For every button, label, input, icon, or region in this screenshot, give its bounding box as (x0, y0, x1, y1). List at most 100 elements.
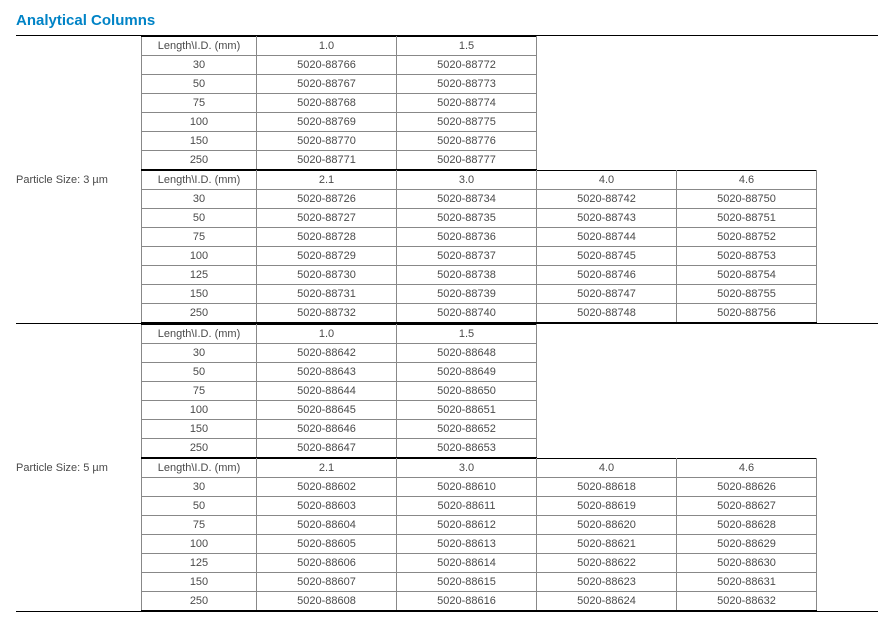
part-number-cell: 5020-88730 (257, 266, 397, 285)
part-number-cell: 5020-88734 (397, 190, 537, 209)
header-length-id: Length\I.D. (mm) (142, 325, 257, 344)
part-number-cell: 5020-88604 (257, 516, 397, 535)
part-number-cell: 5020-88613 (397, 535, 537, 554)
row-length: 100 (142, 535, 257, 554)
data-block: Length\I.D. (mm)2.13.04.04.6305020-88602… (141, 458, 817, 611)
part-number-cell: 5020-88608 (257, 592, 397, 611)
part-number-cell: 5020-88627 (677, 497, 817, 516)
header-length-id: Length\I.D. (mm) (142, 459, 257, 478)
part-number-cell: 5020-88742 (537, 190, 677, 209)
row-length: 30 (142, 344, 257, 363)
part-number-cell: 5020-88626 (677, 478, 817, 497)
part-number-cell: 5020-88631 (677, 573, 817, 592)
part-number-cell: 5020-88644 (257, 382, 397, 401)
page-title: Analytical Columns (16, 12, 878, 29)
part-number-cell: 5020-88653 (397, 439, 537, 458)
section-tables: Length\I.D. (mm)1.01.5305020-887665020-8… (141, 36, 878, 324)
row-length: 150 (142, 132, 257, 151)
part-number-cell: 5020-88735 (397, 209, 537, 228)
part-number-cell: 5020-88622 (537, 554, 677, 573)
part-number-cell: 5020-88628 (677, 516, 817, 535)
row-length: 50 (142, 363, 257, 382)
part-number-cell: 5020-88642 (257, 344, 397, 363)
part-number-cell: 5020-88736 (397, 228, 537, 247)
row-length: 250 (142, 304, 257, 323)
part-number-cell: 5020-88612 (397, 516, 537, 535)
column-header: 4.0 (537, 459, 677, 478)
row-length: 150 (142, 285, 257, 304)
row-length: 75 (142, 516, 257, 535)
part-number-cell: 5020-88606 (257, 554, 397, 573)
row-length: 100 (142, 247, 257, 266)
section-tables: Length\I.D. (mm)1.01.5305020-886425020-8… (141, 324, 878, 612)
part-number-cell: 5020-88737 (397, 247, 537, 266)
column-header: 2.1 (257, 171, 397, 190)
part-number-cell: 5020-88727 (257, 209, 397, 228)
part-number-cell: 5020-88650 (397, 382, 537, 401)
row-length: 50 (142, 209, 257, 228)
part-number-cell: 5020-88748 (537, 304, 677, 323)
particle-size-label: Particle Size: 3 µm (16, 36, 141, 324)
part-number-cell: 5020-88621 (537, 535, 677, 554)
data-block: Length\I.D. (mm)1.01.5305020-887665020-8… (141, 36, 537, 170)
row-length: 30 (142, 190, 257, 209)
part-number-cell: 5020-88771 (257, 151, 397, 170)
part-number-cell: 5020-88755 (677, 285, 817, 304)
part-number-cell: 5020-88651 (397, 401, 537, 420)
part-number-cell: 5020-88743 (537, 209, 677, 228)
part-number-cell: 5020-88652 (397, 420, 537, 439)
part-number-cell: 5020-88619 (537, 497, 677, 516)
part-number-cell: 5020-88766 (257, 56, 397, 75)
part-number-cell: 5020-88611 (397, 497, 537, 516)
row-length: 250 (142, 592, 257, 611)
row-length: 50 (142, 497, 257, 516)
analytical-columns-table: Particle Size: 3 µmLength\I.D. (mm)1.01.… (16, 35, 878, 612)
part-number-cell: 5020-88615 (397, 573, 537, 592)
column-header: 1.5 (397, 37, 537, 56)
part-number-cell: 5020-88756 (677, 304, 817, 323)
column-header: 4.6 (677, 459, 817, 478)
particle-size-label: Particle Size: 5 µm (16, 324, 141, 612)
part-number-cell: 5020-88750 (677, 190, 817, 209)
row-length: 125 (142, 266, 257, 285)
part-number-cell: 5020-88729 (257, 247, 397, 266)
part-number-cell: 5020-88602 (257, 478, 397, 497)
row-length: 75 (142, 228, 257, 247)
part-number-cell: 5020-88772 (397, 56, 537, 75)
part-number-cell: 5020-88614 (397, 554, 537, 573)
part-number-cell: 5020-88752 (677, 228, 817, 247)
row-length: 30 (142, 56, 257, 75)
part-number-cell: 5020-88645 (257, 401, 397, 420)
part-number-cell: 5020-88646 (257, 420, 397, 439)
part-number-cell: 5020-88777 (397, 151, 537, 170)
part-number-cell: 5020-88776 (397, 132, 537, 151)
header-length-id: Length\I.D. (mm) (142, 37, 257, 56)
row-length: 50 (142, 75, 257, 94)
part-number-cell: 5020-88754 (677, 266, 817, 285)
part-number-cell: 5020-88751 (677, 209, 817, 228)
part-number-cell: 5020-88623 (537, 573, 677, 592)
part-number-cell: 5020-88769 (257, 113, 397, 132)
part-number-cell: 5020-88620 (537, 516, 677, 535)
data-block: Length\I.D. (mm)1.01.5305020-886425020-8… (141, 324, 537, 458)
part-number-cell: 5020-88768 (257, 94, 397, 113)
row-length: 75 (142, 382, 257, 401)
row-length: 75 (142, 94, 257, 113)
part-number-cell: 5020-88740 (397, 304, 537, 323)
row-length: 100 (142, 401, 257, 420)
part-number-cell: 5020-88649 (397, 363, 537, 382)
part-number-cell: 5020-88618 (537, 478, 677, 497)
header-length-id: Length\I.D. (mm) (142, 171, 257, 190)
part-number-cell: 5020-88731 (257, 285, 397, 304)
part-number-cell: 5020-88774 (397, 94, 537, 113)
part-number-cell: 5020-88643 (257, 363, 397, 382)
part-number-cell: 5020-88745 (537, 247, 677, 266)
part-number-cell: 5020-88624 (537, 592, 677, 611)
part-number-cell: 5020-88629 (677, 535, 817, 554)
part-number-cell: 5020-88739 (397, 285, 537, 304)
part-number-cell: 5020-88607 (257, 573, 397, 592)
part-number-cell: 5020-88746 (537, 266, 677, 285)
column-header: 3.0 (397, 459, 537, 478)
part-number-cell: 5020-88744 (537, 228, 677, 247)
part-number-cell: 5020-88610 (397, 478, 537, 497)
